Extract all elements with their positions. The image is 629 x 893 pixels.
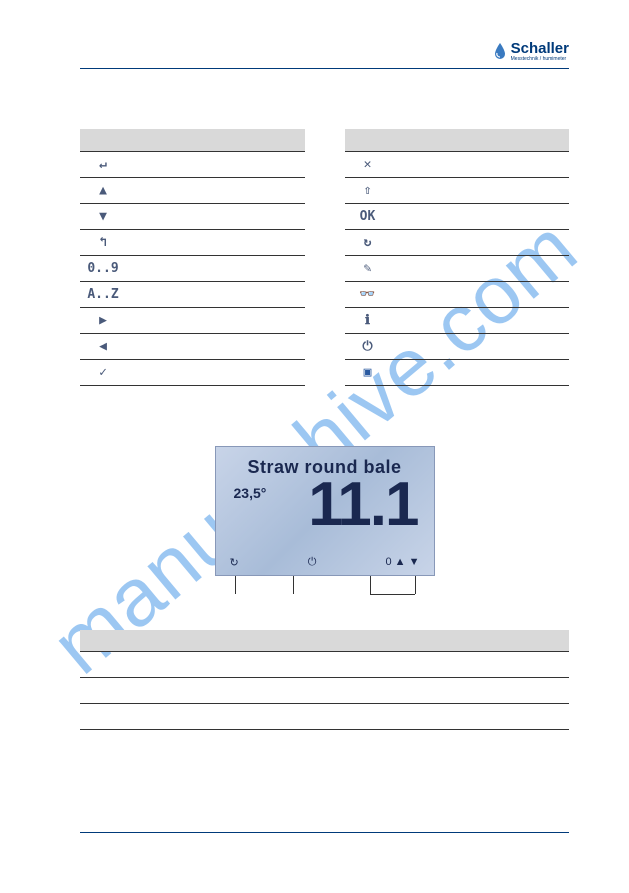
glasses-icon: 👓 [353, 284, 383, 304]
letters-icon: A..Z [88, 284, 118, 304]
page-header: Schaller Messtechnik / humimeter [80, 40, 569, 69]
footer-divider [80, 832, 569, 833]
table-row: A..Z [80, 281, 305, 307]
lcd-pointer-lines [215, 576, 435, 600]
edit-icon: ✎ [353, 258, 383, 278]
table-row [80, 678, 569, 704]
table-row [80, 652, 569, 678]
ok-icon: OK [353, 206, 383, 226]
table-row: ✕ [345, 151, 570, 177]
shift-up-icon: ⇧ [353, 180, 383, 200]
table-row: ▶ [80, 307, 305, 333]
lcd-power-icon: ⏻ [308, 556, 317, 569]
bottom-reference-table [80, 630, 569, 731]
table-row: 👓 [345, 281, 570, 307]
cancel-icon: ✕ [353, 154, 383, 174]
lcd-nav-icons: 0 ▲ ▼ [385, 556, 419, 569]
down-triangle-icon: ▼ [88, 206, 118, 226]
brand-name: Schaller [511, 40, 569, 57]
lcd-value: 11.1 [308, 469, 417, 540]
up-triangle-icon: ▲ [88, 180, 118, 200]
info-icon: ℹ [353, 310, 383, 330]
save-icon: ▣ [353, 362, 383, 382]
power-icon: ⏻ [353, 336, 383, 356]
table-row: ▲ [80, 177, 305, 203]
rotate-icon: ↻ [353, 232, 383, 252]
check-icon: ✓ [88, 362, 118, 382]
row-number [80, 678, 126, 704]
pointer-line [293, 576, 294, 594]
table-row: ▼ [80, 203, 305, 229]
pointer-line [235, 576, 236, 594]
right-arrow-icon: ▶ [88, 310, 118, 330]
table-row: ◀ [80, 333, 305, 359]
left-icon-table: ↵ ▲ ▼ ↰ 0..9 A..Z ▶ ◀ ✓ [80, 129, 305, 386]
back-arrow-icon: ↰ [88, 232, 118, 252]
page-container: Schaller Messtechnik / humimeter ↵ ▲ ▼ ↰ 0..… [0, 0, 629, 770]
lcd-rotate-icon: ↻ [230, 556, 239, 569]
table-row: OK [345, 203, 570, 229]
lcd-temperature: 23,5° [234, 485, 267, 501]
table-row: ↵ [80, 151, 305, 177]
lcd-bottom-icons: ↻ ⏻ 0 ▲ ▼ [230, 556, 420, 569]
table-row: 0..9 [80, 255, 305, 281]
lcd-display: Straw round bale 23,5° 11.1 ↻ ⏻ 0 ▲ ▼ [215, 446, 435, 576]
table-row: ✓ [80, 359, 305, 385]
table-row [80, 704, 569, 730]
table-row: ▣ [345, 359, 570, 385]
table-row: ⏻ [345, 333, 570, 359]
icon-tables-row: ↵ ▲ ▼ ↰ 0..9 A..Z ▶ ◀ ✓ ✕ ⇧ OK ↻ ✎ 👓 ℹ ⏻ ▣ [80, 129, 569, 386]
pointer-line [415, 576, 416, 594]
lcd-section: Straw round bale 23,5° 11.1 ↻ ⏻ 0 ▲ ▼ [80, 446, 569, 600]
brand-logo: Schaller Messtechnik / humimeter [493, 40, 569, 62]
pointer-bracket [370, 594, 415, 595]
row-number [80, 652, 126, 678]
row-number [80, 704, 126, 730]
left-arrow-icon: ◀ [88, 336, 118, 356]
enter-icon: ↵ [88, 154, 118, 174]
brand-tagline: Messtechnik / humimeter [511, 56, 569, 62]
digits-icon: 0..9 [88, 258, 118, 278]
table-row: ↰ [80, 229, 305, 255]
table-row: ⇧ [345, 177, 570, 203]
table-row: ↻ [345, 229, 570, 255]
table-row: ✎ [345, 255, 570, 281]
table-row: ℹ [345, 307, 570, 333]
right-icon-table: ✕ ⇧ OK ↻ ✎ 👓 ℹ ⏻ ▣ [345, 129, 570, 386]
schaller-drop-icon [493, 42, 507, 60]
pointer-line [370, 576, 371, 594]
